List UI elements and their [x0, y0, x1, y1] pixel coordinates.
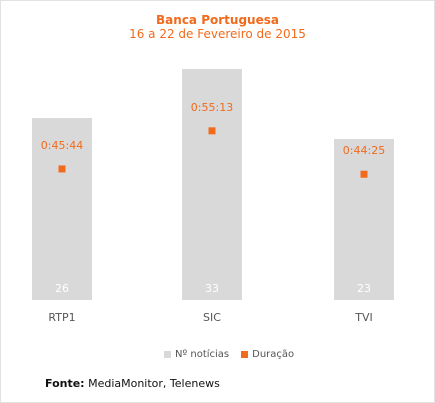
duration-label-sic: 0:55:13 [191, 101, 233, 114]
duration-marker-sic [208, 127, 216, 135]
bar-value-label-tvi: 23 [357, 282, 371, 295]
source-text: MediaMonitor, Telenews [88, 377, 220, 390]
bar-tvi [334, 139, 394, 300]
chart-legend: Nº notícias Duração [164, 349, 306, 360]
legend-item-news-count: Nº notícias [164, 349, 229, 360]
x-tick-label-rtp1: RTP1 [48, 311, 75, 324]
source-note: Fonte: MediaMonitor, Telenews [45, 377, 220, 390]
legend-swatch-duration [241, 351, 249, 358]
x-tick-label-sic: SIC [203, 311, 221, 324]
legend-item-duration: Duração [241, 349, 294, 360]
source-label: Fonte: [45, 377, 85, 390]
duration-label-rtp1: 0:45:44 [41, 139, 83, 152]
duration-marker-tvi [360, 170, 368, 178]
bar-value-label-rtp1: 26 [55, 282, 69, 295]
bar-rtp1 [32, 118, 92, 300]
bar-sic [182, 69, 242, 300]
legend-label-news-count: Nº notícias [175, 349, 230, 360]
duration-marker-rtp1 [58, 165, 66, 173]
chart-title: Banca Portuguesa [156, 13, 279, 27]
x-tick-label-tvi: TVI [354, 311, 373, 324]
legend-swatch-news-count [164, 351, 171, 358]
duration-label-tvi: 0:44:25 [343, 144, 385, 157]
legend-label-duration: Duração [252, 349, 295, 360]
bar-value-label-sic: 33 [205, 282, 219, 295]
chart-subtitle: 16 a 22 de Fevereiro de 2015 [129, 27, 306, 41]
